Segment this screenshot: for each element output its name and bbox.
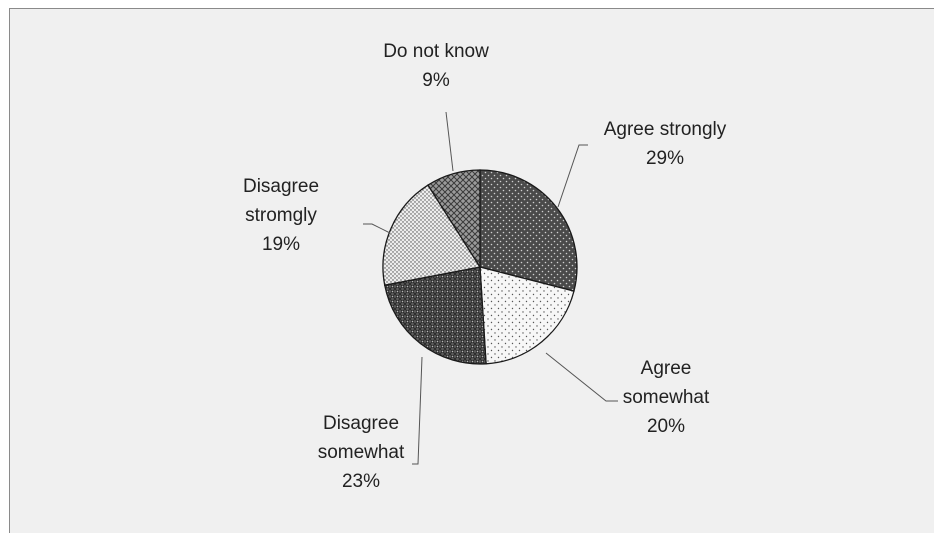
slice-category-label: Disagree <box>323 413 399 434</box>
slice-category-label: somewhat <box>623 387 710 408</box>
slice-category-label: Agree strongly <box>604 119 727 140</box>
slice-label: Do not know 9% <box>383 41 489 91</box>
slice-labels: Agree strongly 29% Agree somewhat 20% Disagre… <box>243 41 727 492</box>
leader-lines <box>363 111 618 465</box>
pie-chart: Agree strongly 29% Agree somewhat 20% Disagre… <box>243 41 727 492</box>
slice-category-label: Do not know <box>383 41 489 62</box>
leader-line <box>412 356 423 465</box>
slice-category-label: Disagree <box>243 176 319 197</box>
chart-area: Agree strongly 29% Agree somewhat 20% Disagre… <box>9 8 934 533</box>
pie-slice-agree-strongly <box>479 169 578 292</box>
slice-category-label: stromgly <box>245 205 317 226</box>
slice-label: Agree somewhat 20% <box>623 358 710 437</box>
slice-percent-label: 29% <box>646 148 684 169</box>
slice-label: Disagree somewhat 23% <box>318 413 405 492</box>
slice-percent-label: 19% <box>262 234 300 255</box>
leader-line <box>557 144 588 208</box>
slice-label: Disagree stromgly 19% <box>243 176 319 255</box>
slice-category-label: Agree <box>641 358 692 379</box>
pie-slice-do-not-know <box>427 169 481 270</box>
pie-slice-disagree-somewhat <box>383 266 487 365</box>
slice-percent-label: 9% <box>422 70 450 91</box>
leader-line <box>363 223 391 234</box>
pie-slice-agree-somewhat <box>479 266 575 365</box>
slice-category-label: somewhat <box>318 442 405 463</box>
slice-label: Agree strongly 29% <box>604 119 727 169</box>
pie-slices <box>382 169 578 365</box>
pie-slice-disagree-stromgly <box>382 184 482 286</box>
leader-line <box>545 352 618 402</box>
slice-percent-label: 23% <box>342 471 380 492</box>
slice-percent-label: 20% <box>647 416 685 437</box>
leader-line <box>445 111 454 172</box>
